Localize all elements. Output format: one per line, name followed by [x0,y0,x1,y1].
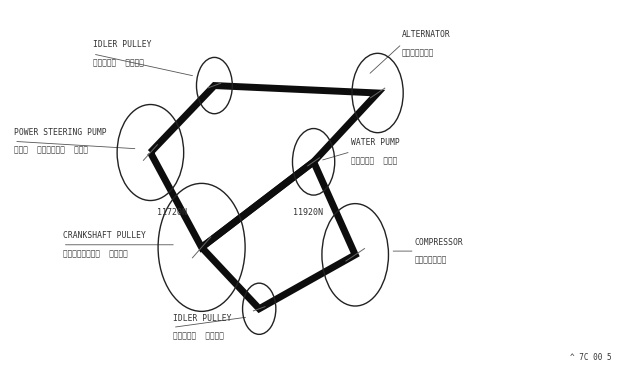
Text: コンプレッサー: コンプレッサー [415,256,447,264]
Text: アイドラー  プーリー: アイドラー プーリー [93,58,143,67]
Text: オルタネーター: オルタネーター [402,48,435,57]
Text: COMPRESSOR: COMPRESSOR [415,238,463,247]
Text: CRANKSHAFT PULLEY: CRANKSHAFT PULLEY [63,231,145,240]
Text: ALTERNATOR: ALTERNATOR [402,31,451,39]
Text: パワー  ステアリング  ポンプ: パワー ステアリング ポンプ [14,146,88,155]
Text: ウォーター  ポンプ: ウォーター ポンプ [351,156,397,165]
Text: POWER STEERING PUMP: POWER STEERING PUMP [14,128,107,137]
Text: ^ 7C 00 5: ^ 7C 00 5 [570,353,611,362]
Text: IDLER PULLEY: IDLER PULLEY [173,314,231,323]
Text: IDLER PULLEY: IDLER PULLEY [93,41,151,49]
Text: アイドラー  プーリー: アイドラー プーリー [173,332,223,341]
Text: 11720N: 11720N [157,208,187,217]
Text: クランクシャフト  プーリー: クランクシャフト プーリー [63,249,127,258]
Text: 11920N: 11920N [293,208,323,217]
Text: WATER PUMP: WATER PUMP [351,138,399,147]
